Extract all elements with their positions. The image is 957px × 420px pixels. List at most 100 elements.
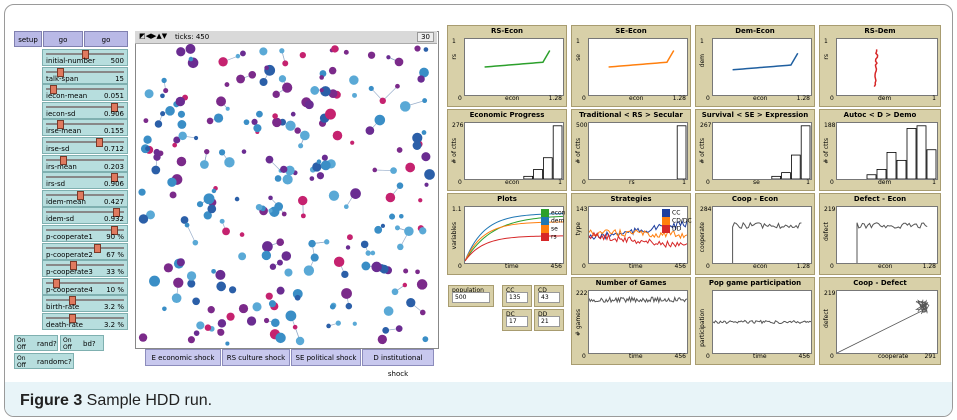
- slider-value: 67 %: [106, 250, 124, 259]
- slider-label: p-cooperate4: [46, 285, 93, 294]
- agent-node: [259, 78, 268, 87]
- plot-ymax: 1.1: [452, 206, 462, 213]
- histogram-bar: [896, 159, 907, 179]
- agent-node: [328, 66, 337, 75]
- slider-birth-rate[interactable]: birth-rate 3.2 %: [42, 295, 128, 313]
- slider-knob[interactable]: [110, 102, 118, 112]
- frame-rate-box[interactable]: 30: [417, 32, 434, 42]
- agent-node: [394, 225, 400, 231]
- agent-node: [228, 286, 237, 294]
- agent-node: [345, 302, 353, 310]
- slider-knob[interactable]: [49, 85, 57, 95]
- agent-node: [419, 227, 427, 235]
- plot-pop-game-participation: Pop game participation participation 0 time…: [695, 277, 815, 365]
- go-once-button[interactable]: go: [43, 31, 83, 47]
- agent-node: [346, 234, 353, 241]
- slider-knob[interactable]: [110, 173, 118, 183]
- agent-node: [380, 223, 386, 228]
- slider-knob[interactable]: [112, 208, 120, 218]
- agent-node: [204, 324, 212, 331]
- agent-node: [176, 258, 185, 267]
- agent-node: [325, 108, 336, 120]
- plot-xmin: 0: [582, 95, 586, 102]
- setup-button[interactable]: setup: [14, 31, 42, 47]
- agent-node: [262, 241, 273, 252]
- slider-knob[interactable]: [82, 50, 89, 59]
- slider-knob[interactable]: [69, 314, 77, 323]
- agent-node: [310, 253, 319, 262]
- agent-node: [281, 251, 292, 261]
- rand-switch[interactable]: On Off rand?: [14, 335, 58, 351]
- agent-node: [274, 175, 282, 182]
- agent-node: [268, 195, 273, 201]
- plot-title: Number of Games: [595, 279, 667, 287]
- slider-idem-mean[interactable]: idem-mean 0.427: [42, 189, 128, 207]
- legend-swatch: [662, 217, 670, 225]
- slider-knob[interactable]: [69, 296, 77, 306]
- slider-knob[interactable]: [94, 243, 102, 253]
- slider-initial-number[interactable]: initial-number 500: [42, 49, 128, 66]
- slider-value: 0.427: [103, 197, 124, 206]
- slider-p-cooperate1[interactable]: p-cooperate1 90 %: [42, 225, 128, 242]
- agent-node: [224, 82, 230, 88]
- world-view[interactable]: [135, 31, 439, 349]
- economic-shock-button[interactable]: E economic shock: [145, 349, 221, 366]
- bd-switch[interactable]: On Off bd?: [60, 335, 104, 351]
- agent-node: [240, 50, 246, 57]
- agent-node: [343, 204, 349, 210]
- slider-p-cooperate3[interactable]: p-cooperate3 33 %: [42, 260, 128, 278]
- political-shock-button[interactable]: SE political shock: [291, 349, 361, 366]
- agent-node: [372, 167, 378, 173]
- agent-node: [203, 211, 212, 220]
- bd-label: bd?: [83, 340, 96, 348]
- slider-irse-sd[interactable]: irse-sd 0.712: [42, 137, 128, 154]
- slider-irs-sd[interactable]: irs-sd 0.906: [42, 172, 128, 190]
- slider-value: 500: [110, 57, 124, 65]
- slider-iecon-sd[interactable]: iecon-sd 0.906: [42, 101, 128, 119]
- slider-knob[interactable]: [60, 155, 68, 165]
- slider-knob[interactable]: [53, 278, 61, 288]
- caption-label: Figure 3: [20, 392, 83, 409]
- agent-node: [397, 243, 404, 251]
- slider-p-cooperate4[interactable]: p-cooperate4 10 %: [42, 277, 128, 295]
- plot-xmin: 0: [458, 179, 462, 186]
- slider-knob[interactable]: [56, 120, 64, 130]
- slider-p-cooperate2[interactable]: p-cooperate2 67 %: [42, 242, 128, 260]
- legend-entry: CD/DC: [662, 217, 692, 225]
- plot-ymax: 222: [576, 290, 588, 297]
- plot-xlabel: dem: [878, 179, 892, 186]
- plot-strategies: Strategies type 143 0 time 456: [571, 193, 691, 275]
- plot-xlabel: econ: [753, 263, 768, 270]
- slider-iecon-mean[interactable]: iecon-mean 0.051: [42, 84, 128, 102]
- slider-knob[interactable]: [69, 261, 77, 271]
- go-forever-button[interactable]: go: [84, 31, 128, 47]
- institutional-shock-button[interactable]: D institutional shock: [362, 349, 434, 378]
- slider-talk-span[interactable]: talk-span 15: [42, 66, 128, 84]
- agent-node: [294, 294, 301, 301]
- histogram-bar: [781, 172, 791, 179]
- histogram-bar: [876, 169, 887, 179]
- agent-node: [261, 250, 272, 261]
- agent-node: [171, 293, 182, 303]
- plot-area: [588, 122, 688, 180]
- slider-knob[interactable]: [110, 226, 118, 235]
- slider-idem-sd[interactable]: idem-sd 0.932: [42, 207, 128, 225]
- legend-entry: rs: [541, 233, 565, 241]
- agent-node: [217, 319, 227, 328]
- slider-label: p-cooperate2: [46, 250, 93, 259]
- histogram-bar: [906, 128, 917, 179]
- slider-knob[interactable]: [96, 138, 104, 147]
- agent-node: [177, 110, 186, 118]
- plot-title: Pop game participation: [708, 279, 802, 287]
- slider-knob[interactable]: [56, 67, 64, 77]
- plot-area: [836, 290, 938, 354]
- slider-irs-mean[interactable]: irs-mean 0.203: [42, 154, 128, 172]
- culture-shock-button[interactable]: RS culture shock: [222, 349, 290, 366]
- slider-death-rate[interactable]: death-rate 3.2 %: [42, 313, 128, 330]
- speed-arrows-icon[interactable]: ◩◀▶▲▼: [139, 32, 168, 40]
- slider-knob[interactable]: [76, 190, 84, 200]
- slider-irse-mean[interactable]: irse-mean 0.155: [42, 119, 128, 137]
- agent-node: [379, 97, 386, 105]
- randomc-switch[interactable]: On Off randomc?: [14, 353, 74, 369]
- agent-node: [352, 92, 357, 98]
